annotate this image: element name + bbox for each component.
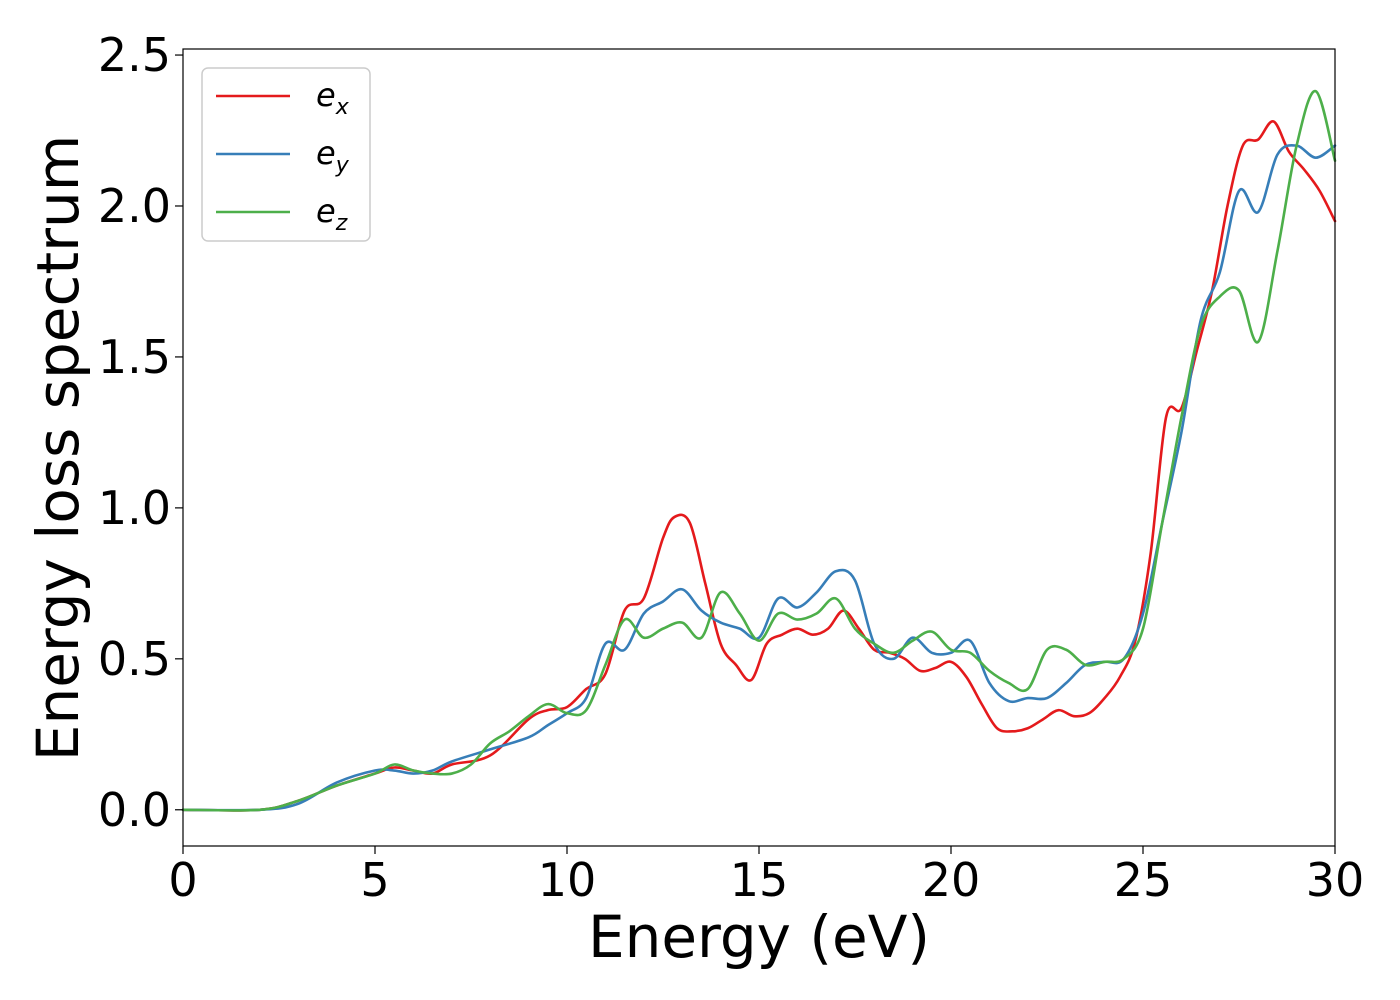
y-tick-label: 1.0 <box>98 481 171 535</box>
y-tick-label: 0.0 <box>98 783 171 837</box>
x-tick-label: 0 <box>168 853 197 907</box>
y-tick-label: 0.5 <box>98 632 171 686</box>
x-tick-label: 20 <box>922 853 981 907</box>
x-tick-label: 15 <box>730 853 789 907</box>
y-tick-label: 1.5 <box>98 330 171 384</box>
y-axis: 0.0 0.5 1.0 1.5 2.0 2.5 <box>98 28 183 837</box>
x-tick-label: 10 <box>538 853 597 907</box>
y-axis-label: Energy loss spectrum <box>24 135 92 761</box>
x-axis-label: Energy (eV) <box>588 903 930 971</box>
y-tick-label: 2.5 <box>98 28 171 82</box>
x-axis: 0 5 10 15 20 25 30 <box>168 846 1364 907</box>
series-group <box>181 89 1337 812</box>
plot-area <box>183 49 1335 846</box>
x-tick-label: 30 <box>1306 853 1365 907</box>
x-tick-label: 25 <box>1114 853 1173 907</box>
y-tick-label: 2.0 <box>98 179 171 233</box>
x-tick-label: 5 <box>360 853 389 907</box>
series-line-e-x <box>181 120 1337 812</box>
series-line-e-z <box>181 89 1337 812</box>
